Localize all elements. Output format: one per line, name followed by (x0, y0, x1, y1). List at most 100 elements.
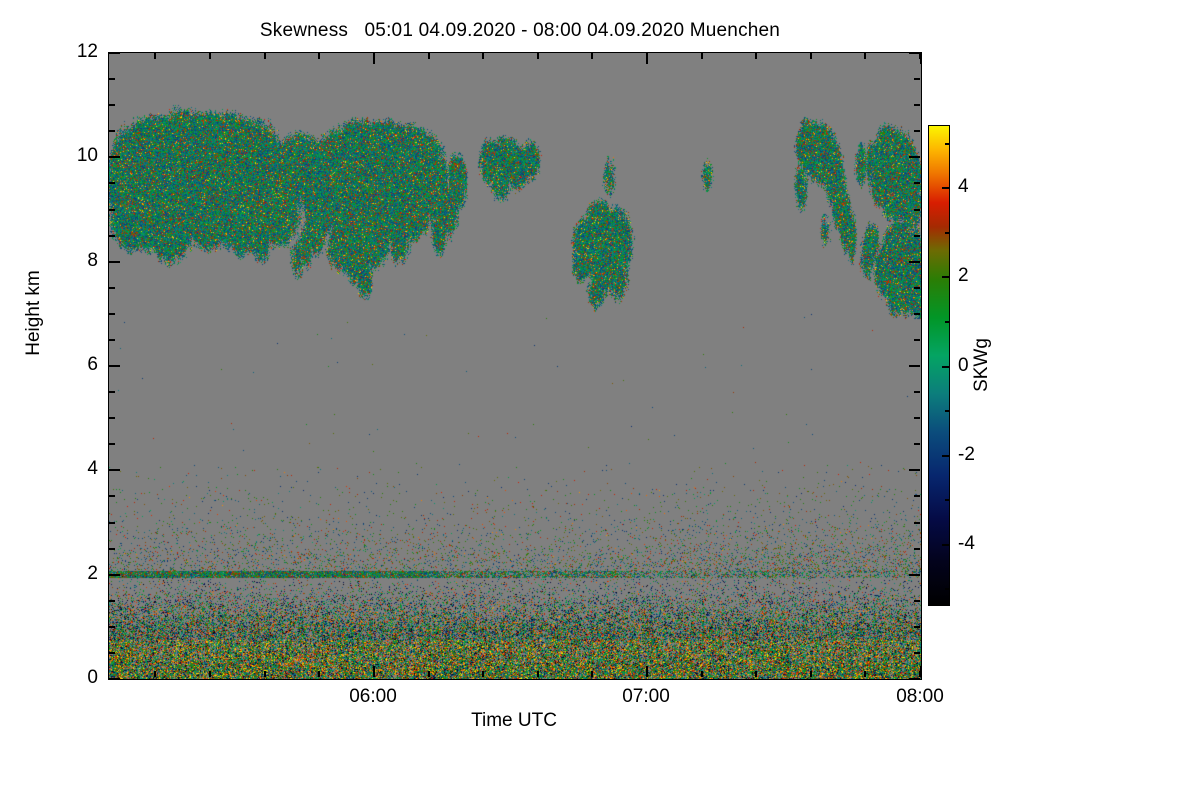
colorbar-tick-label: -4 (958, 533, 975, 554)
x-tick-label: 06:00 (349, 686, 397, 707)
y-minor-tick (914, 235, 920, 237)
x-minor-tick (318, 53, 320, 59)
x-major-tick (373, 666, 375, 677)
y-minor-tick (109, 287, 115, 289)
x-minor-tick (264, 671, 266, 677)
y-minor-tick (109, 313, 115, 315)
x-major-tick (646, 666, 648, 677)
y-minor-tick (109, 339, 115, 341)
y-minor-tick (914, 287, 920, 289)
y-minor-tick (914, 313, 920, 315)
y-minor-tick (914, 209, 920, 211)
y-minor-tick (914, 182, 920, 184)
y-minor-tick (914, 104, 920, 106)
y-minor-tick (109, 235, 115, 237)
y-minor-tick (109, 548, 115, 550)
y-major-tick (909, 678, 920, 680)
colorbar-major-tick (942, 276, 950, 278)
y-minor-tick (109, 443, 115, 445)
colorbar-minor-tick (945, 143, 950, 145)
x-minor-tick (864, 671, 866, 677)
colorbar-minor-tick (945, 232, 950, 234)
y-major-tick (909, 156, 920, 158)
colorbar-tick-label: 2 (958, 265, 969, 286)
chart-title: Skewness 05:01 04.09.2020 - 08:00 04.09.… (259, 20, 781, 41)
x-major-tick (646, 53, 648, 64)
colorbar-tick-label: -2 (958, 444, 975, 465)
colorbar-major-tick (942, 455, 950, 457)
x-major-tick (373, 53, 375, 64)
y-minor-tick (914, 417, 920, 419)
y-major-tick (909, 365, 920, 367)
plot-area[interactable] (108, 52, 922, 680)
x-minor-tick (154, 53, 156, 59)
colorbar-minor-tick (945, 588, 950, 590)
y-major-tick (109, 469, 120, 471)
x-minor-tick (482, 53, 484, 59)
x-axis-title: Time UTC (471, 710, 557, 731)
y-major-tick (109, 574, 120, 576)
y-minor-tick (914, 391, 920, 393)
y-minor-tick (914, 600, 920, 602)
x-minor-tick (154, 671, 156, 677)
colorbar-tick-label: 4 (958, 176, 969, 197)
colorbar-major-tick (942, 544, 950, 546)
colorbar-major-tick (942, 366, 950, 368)
y-major-tick (909, 261, 920, 263)
colorbar-minor-tick (945, 410, 950, 412)
colorbar-tick-label: 0 (958, 355, 969, 376)
x-minor-tick (810, 671, 812, 677)
y-major-tick (909, 52, 920, 54)
x-minor-tick (701, 53, 703, 59)
x-minor-tick (810, 53, 812, 59)
y-major-tick (909, 469, 920, 471)
y-minor-tick (914, 652, 920, 654)
colorbar-minor-tick (945, 499, 950, 501)
x-tick-label: 07:00 (622, 686, 670, 707)
colorbar-title: SKWg (971, 338, 992, 392)
colorbar[interactable] (928, 125, 950, 606)
y-minor-tick (914, 339, 920, 341)
x-minor-tick (428, 671, 430, 677)
colorbar-gradient (928, 125, 950, 606)
y-minor-tick (914, 78, 920, 80)
x-minor-tick (264, 53, 266, 59)
x-minor-tick (591, 671, 593, 677)
y-minor-tick (914, 548, 920, 550)
y-minor-tick (109, 391, 115, 393)
y-minor-tick (914, 626, 920, 628)
x-major-tick (920, 53, 922, 64)
y-minor-tick (914, 495, 920, 497)
x-minor-tick (537, 671, 539, 677)
colorbar-minor-tick (945, 321, 950, 323)
y-major-tick (109, 52, 120, 54)
y-minor-tick (109, 104, 115, 106)
y-tick-label: 10 (76, 145, 98, 166)
y-tick-label: 6 (87, 354, 98, 375)
y-minor-tick (109, 522, 115, 524)
x-minor-tick (755, 53, 757, 59)
x-minor-tick (591, 53, 593, 59)
y-minor-tick (109, 600, 115, 602)
y-minor-tick (109, 626, 115, 628)
y-tick-label: 4 (87, 458, 98, 479)
x-minor-tick (864, 53, 866, 59)
y-minor-tick (109, 417, 115, 419)
y-major-tick (109, 365, 120, 367)
x-minor-tick (428, 53, 430, 59)
y-minor-tick (109, 209, 115, 211)
x-major-tick (920, 666, 922, 677)
y-tick-label: 0 (87, 667, 98, 688)
y-major-tick (909, 574, 920, 576)
y-minor-tick (109, 130, 115, 132)
y-minor-tick (914, 130, 920, 132)
heatmap-canvas[interactable] (109, 53, 921, 679)
x-minor-tick (482, 671, 484, 677)
x-minor-tick (701, 671, 703, 677)
y-minor-tick (109, 495, 115, 497)
x-minor-tick (919, 671, 921, 677)
y-minor-tick (914, 522, 920, 524)
y-major-tick (109, 156, 120, 158)
colorbar-major-tick (942, 187, 950, 189)
